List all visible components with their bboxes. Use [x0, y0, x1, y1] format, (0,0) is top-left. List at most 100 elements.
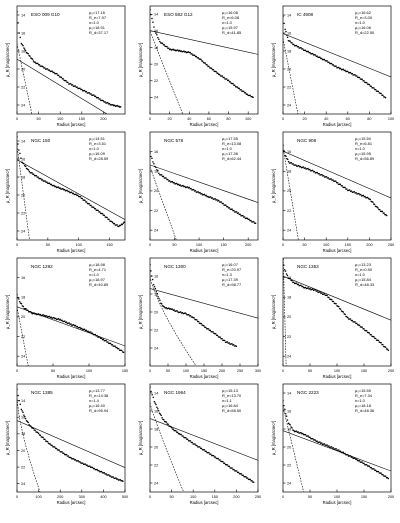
profile-point: [17, 293, 18, 296]
profile-point: [297, 431, 300, 433]
y-tick-label: 22: [287, 335, 291, 339]
profile-point: [163, 306, 166, 308]
profile-point: [251, 480, 253, 482]
profile-point: [157, 409, 160, 412]
profile-point: [173, 181, 175, 184]
profile-point: [39, 434, 42, 437]
profile-point: [152, 283, 155, 286]
profile-point: [102, 100, 105, 102]
profile-point: [44, 67, 46, 69]
profile-point: [244, 92, 247, 94]
y-tick-label: 20: [21, 67, 25, 71]
profile-point: [356, 75, 358, 77]
x-tick-label: 200: [57, 495, 63, 499]
y-tick-label: 18: [287, 49, 291, 53]
disk-fit-line: [150, 164, 258, 203]
bulge-fit-curve: [150, 166, 177, 240]
profile-point: [235, 211, 238, 213]
profile-point: [34, 61, 36, 63]
profile-point: [365, 463, 368, 466]
profile-point: [283, 22, 285, 25]
y-tick-label: 24: [154, 346, 158, 350]
profile-point: [347, 70, 349, 73]
profile-point: [103, 472, 106, 474]
y-tick-label: 18: [154, 170, 158, 174]
profile-point: [23, 162, 25, 165]
y-tick-label: 24: [21, 229, 25, 233]
y-tick-label: 14: [287, 391, 291, 395]
profile-point: [71, 84, 74, 86]
fit-parameter: μ₀=16.07: [222, 262, 238, 267]
profile-point: [30, 311, 33, 314]
disk-fit-line: [17, 58, 108, 114]
profile-point: [226, 78, 228, 80]
galaxy-name: IC 4908: [297, 12, 314, 17]
profile-point: [42, 314, 44, 316]
profile-point: [314, 54, 317, 56]
plot-frame: [16, 383, 126, 493]
disk-fit-line: [283, 150, 391, 199]
profile-point: [109, 475, 112, 477]
y-tick-label: 20: [21, 193, 25, 197]
fit-parameter: μ₀=15.97: [222, 25, 238, 30]
profile-point: [338, 66, 340, 69]
profile-point: [290, 161, 293, 164]
panel: 0 20 40 60 80 100 14 16 18 20 22 24 Radius [arcsec] μ…: [138, 5, 259, 127]
profile-point: [65, 79, 67, 82]
profile-point: [205, 326, 207, 329]
profile-point: [194, 190, 197, 192]
profile-point: [349, 71, 352, 74]
profile-point: [284, 270, 287, 272]
y-tick-label: 24: [287, 228, 291, 232]
profile-point: [177, 183, 180, 186]
profile-point: [373, 203, 376, 206]
profile-point: [55, 447, 58, 450]
profile-point: [107, 341, 109, 343]
profile-point: [206, 64, 208, 66]
profile-point: [34, 429, 36, 432]
galaxy-name: NGC 1300: [164, 264, 186, 269]
profile-point: [59, 318, 61, 321]
profile-point: [338, 305, 340, 308]
profile-point: [90, 204, 92, 207]
profile-point: [84, 199, 86, 202]
x-tick-label: 40: [324, 117, 328, 121]
profile-point: [150, 155, 152, 158]
profile-point: [366, 196, 369, 199]
y-tick-label: 24: [287, 103, 291, 107]
profile-point: [155, 403, 157, 406]
profile-point: [167, 47, 170, 50]
fit-parameter: n=1.0: [222, 146, 233, 151]
profile-point: [339, 67, 342, 70]
profile-point: [201, 60, 204, 62]
profile-point: [217, 457, 219, 460]
profile-point: [119, 224, 122, 227]
profile-point: [157, 170, 159, 172]
y-axis-label: μ_R [mag/arcsec²]: [138, 169, 143, 203]
x-tick-label: 150: [345, 243, 351, 247]
profile-point: [362, 194, 365, 197]
profile-point: [316, 290, 318, 292]
profile-point: [283, 264, 285, 266]
y-tick-label: 18: [21, 49, 25, 53]
profile-point: [349, 455, 352, 457]
profile-point: [326, 294, 328, 297]
profile-point: [154, 402, 156, 404]
profile-point: [376, 206, 378, 208]
x-tick-label: 50: [308, 495, 312, 499]
profile-point: [42, 65, 44, 68]
y-axis-label: μ_R [mag/arcsec²]: [138, 295, 143, 329]
profile-point: [120, 349, 123, 352]
x-tick-label: 500: [122, 495, 128, 499]
y-tick-label: 14: [154, 13, 158, 17]
profile-point: [216, 198, 218, 201]
profile-point: [218, 73, 221, 76]
profile-point: [291, 42, 293, 44]
x-tick-label: 200: [245, 243, 251, 247]
profile-point: [158, 172, 160, 174]
profile-point: [157, 296, 159, 298]
disk-fit-line: [17, 420, 125, 468]
profile-point: [168, 307, 170, 309]
profile-point: [106, 101, 109, 104]
profile-point: [100, 337, 103, 339]
